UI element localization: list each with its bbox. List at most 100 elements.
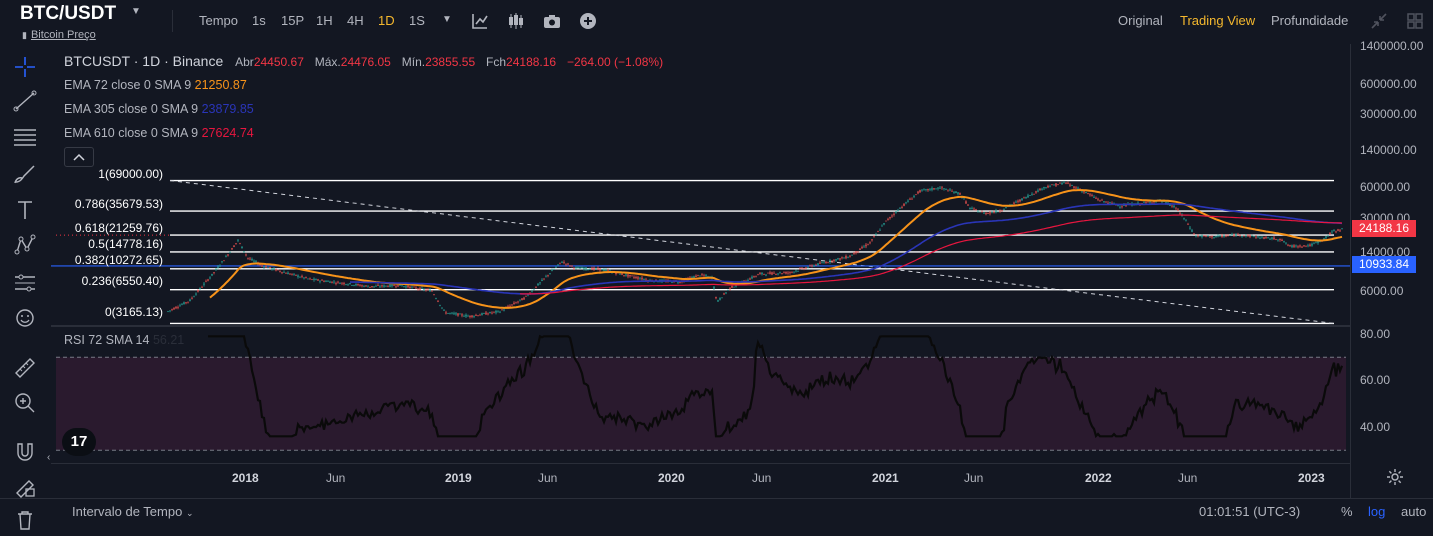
candle-body [717, 300, 719, 302]
candle-body [1337, 229, 1339, 231]
candle-body [441, 307, 443, 309]
candle-body [193, 296, 195, 298]
interval-1h[interactable]: 1H [316, 13, 333, 28]
candle-body [401, 285, 403, 287]
candle-body [419, 287, 421, 290]
candle-body [1165, 202, 1167, 204]
candle-body [393, 285, 395, 287]
grid-icon[interactable] [1406, 12, 1424, 30]
candle-body [561, 262, 563, 263]
candle-body [769, 272, 771, 274]
candle-body [543, 278, 545, 280]
legend-collapse-button[interactable] [64, 147, 94, 167]
candle-body [627, 274, 629, 277]
toolbar-hide-icon[interactable]: ‹ [47, 452, 51, 463]
tradingview-logo[interactable]: 17 [62, 428, 96, 456]
pane-separator[interactable] [51, 325, 1350, 327]
interval-15p[interactable]: 15P [281, 13, 305, 28]
candle-body [511, 304, 513, 306]
candle-body [297, 275, 299, 277]
symbol-title[interactable]: BTC/USDT [20, 3, 117, 24]
ema-610-legend[interactable]: EMA 610 close 0 SMA 9 27624.74 [64, 126, 254, 140]
ema-305-legend[interactable]: EMA 305 close 0 SMA 9 23879.85 [64, 102, 254, 116]
candle-body [1325, 236, 1327, 238]
crosshair-icon[interactable] [12, 56, 38, 78]
more-intervals-icon[interactable]: ▼ [442, 14, 452, 25]
price-axis-label: 14000.00 [1360, 245, 1411, 259]
candle-body [1055, 183, 1057, 186]
candle-body [843, 257, 845, 259]
fib-label-0236: 0.236(6550.40) [81, 274, 163, 288]
candle-body [341, 282, 343, 284]
view-depth[interactable]: Profundidade [1271, 13, 1349, 28]
brush-icon[interactable] [12, 163, 38, 185]
clock[interactable]: 01:01:51 (UTC-3) [1199, 504, 1301, 519]
candle-body [779, 272, 781, 274]
candle-body [623, 275, 625, 277]
time-label-jun: Jun [326, 471, 346, 485]
candle-body [269, 266, 271, 268]
candle-body [285, 272, 287, 274]
candle-body [425, 289, 427, 291]
candles-icon[interactable] [507, 12, 525, 30]
pattern-icon[interactable] [12, 234, 38, 256]
candle-body [555, 266, 557, 268]
candle-body [1063, 182, 1065, 184]
candle-body [771, 272, 773, 275]
symbol-subtitle[interactable]: ▮ Bitcoin Preço [22, 29, 96, 41]
rsi-legend[interactable]: RSI 72 SMA 14 56.21 [64, 333, 184, 347]
time-range-button[interactable]: Intervalo de Tempo ⌄ [72, 504, 194, 519]
candle-body [551, 270, 553, 272]
add-icon[interactable] [579, 12, 597, 30]
interval-1s-week[interactable]: 1S [409, 13, 425, 28]
symbol-dropdown-icon[interactable]: ▼ [131, 6, 141, 17]
measure-icon[interactable] [12, 272, 38, 294]
indicators-icon[interactable] [471, 12, 489, 30]
collapse-icon[interactable] [1370, 12, 1388, 30]
text-icon[interactable] [12, 199, 38, 221]
interval-4h[interactable]: 4H [347, 13, 364, 28]
candle-body [1041, 188, 1043, 190]
candle-body [1317, 241, 1319, 244]
interval-1d[interactable]: 1D [378, 13, 395, 28]
candle-body [461, 314, 463, 316]
candle-body [289, 273, 291, 275]
chart-canvas[interactable] [0, 0, 1433, 522]
candle-body [1169, 203, 1171, 206]
camera-icon[interactable] [543, 12, 561, 30]
settings-gear-icon[interactable] [1386, 468, 1404, 486]
candle-body [453, 313, 455, 315]
candle-body [827, 262, 829, 264]
candle-body [1247, 234, 1249, 236]
candle-body [499, 311, 501, 313]
candle-body [579, 268, 581, 269]
time-axis-border [51, 463, 1350, 464]
candle-body [475, 315, 477, 316]
candle-body [1013, 202, 1015, 204]
magnet-icon[interactable] [12, 441, 38, 463]
candle-body [809, 265, 811, 267]
interval-1s[interactable]: 1s [252, 13, 266, 28]
auto-toggle[interactable]: auto [1401, 504, 1427, 519]
candle-body [1323, 238, 1325, 240]
candle-body [915, 194, 917, 196]
zoom-icon[interactable] [12, 392, 38, 414]
candle-body [937, 187, 939, 189]
candle-body [1191, 230, 1193, 232]
horizontal-lines-icon[interactable] [12, 126, 38, 148]
trend-line-icon[interactable] [12, 90, 38, 112]
candle-body [857, 251, 859, 253]
log-toggle[interactable]: log [1368, 504, 1386, 519]
candle-body [877, 231, 879, 233]
ema-72-legend[interactable]: EMA 72 close 0 SMA 9 21250.87 [64, 78, 247, 92]
candle-body [1263, 237, 1265, 239]
bottom-bar: Intervalo de Tempo ⌄ 01:01:51 (UTC-3) % … [0, 498, 1433, 523]
ruler-icon[interactable] [12, 356, 38, 378]
candle-body [233, 245, 235, 247]
view-original[interactable]: Original [1118, 13, 1163, 28]
lock-drawing-icon[interactable] [12, 476, 38, 498]
percent-toggle[interactable]: % [1341, 504, 1353, 519]
emoji-icon[interactable] [12, 307, 38, 329]
view-trading[interactable]: Trading View [1180, 13, 1256, 28]
close-label: Fch [486, 55, 507, 69]
